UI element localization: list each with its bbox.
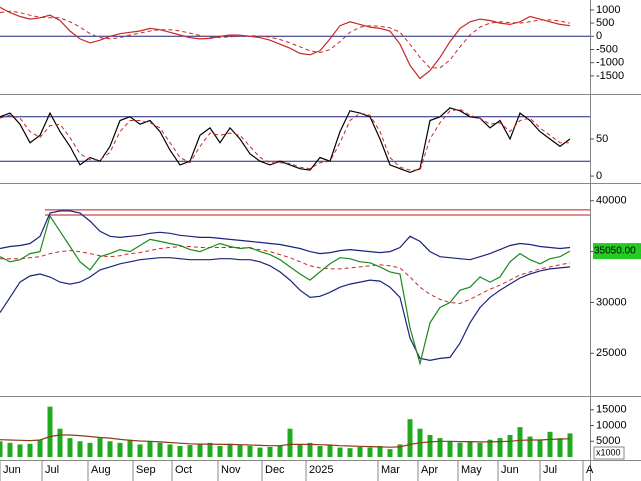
volume-bar bbox=[337, 447, 343, 457]
volume-bar bbox=[457, 442, 463, 457]
volume-bar bbox=[377, 445, 383, 457]
x-tick-label: Jul bbox=[543, 464, 557, 476]
volume-bar bbox=[287, 428, 293, 457]
volume-bar bbox=[467, 441, 473, 457]
series-line bbox=[0, 214, 571, 366]
volume-bar bbox=[27, 443, 33, 457]
y-tick-label: 500 bbox=[596, 17, 614, 29]
volume-bar bbox=[97, 438, 103, 457]
y-tick-label: -1000 bbox=[596, 57, 624, 69]
volume-bar bbox=[307, 442, 313, 457]
volume-bar bbox=[357, 446, 363, 457]
volume-bar bbox=[177, 445, 183, 457]
unit-box bbox=[593, 446, 625, 460]
volume-bar bbox=[7, 442, 13, 457]
volume-bar bbox=[517, 427, 523, 457]
volume-bar bbox=[167, 444, 173, 457]
y-tick-label: 30000 bbox=[596, 296, 627, 308]
x-tick-label: A bbox=[586, 464, 594, 476]
y-tick-label: 0 bbox=[596, 30, 602, 42]
price-tag-label: 35050.00 bbox=[594, 246, 636, 257]
y-tick-label: -500 bbox=[596, 43, 618, 55]
volume-bar bbox=[127, 439, 133, 457]
volume-bar bbox=[487, 439, 493, 457]
unit-label: x1000 bbox=[596, 447, 621, 457]
volume-bar bbox=[437, 438, 443, 457]
x-tick-label: Nov bbox=[221, 464, 241, 476]
volume-bar bbox=[427, 434, 433, 457]
volume-bar bbox=[527, 436, 533, 457]
volume-bar bbox=[107, 441, 113, 457]
series-line bbox=[0, 10, 571, 69]
volume-bar bbox=[327, 445, 333, 457]
volume-bar bbox=[217, 445, 223, 457]
volume-bar bbox=[77, 441, 83, 457]
x-tick-label: Jun bbox=[501, 464, 519, 476]
series-line bbox=[0, 210, 571, 261]
volume-bar bbox=[267, 446, 273, 457]
volume-bar bbox=[47, 406, 53, 457]
y-tick-label: 25000 bbox=[596, 347, 627, 359]
x-tick-label: Apr bbox=[421, 464, 438, 476]
volume-bar bbox=[237, 445, 243, 457]
volume-bar bbox=[507, 434, 513, 457]
y-tick-label: 5000 bbox=[596, 435, 620, 447]
volume-bar bbox=[347, 448, 353, 457]
y-tick-label: 0 bbox=[596, 170, 602, 182]
volume-bar bbox=[37, 439, 43, 457]
volume-bar bbox=[57, 428, 63, 457]
series-line bbox=[0, 6, 571, 80]
volume-bar bbox=[447, 441, 453, 457]
x-tick-label: May bbox=[461, 464, 482, 476]
x-tick-label: Jul bbox=[45, 464, 59, 476]
volume-bar bbox=[117, 442, 123, 457]
volume-bar bbox=[207, 442, 213, 457]
volume-bar bbox=[557, 438, 563, 457]
volume-bar bbox=[247, 445, 253, 457]
series-line bbox=[0, 108, 570, 171]
volume-bar bbox=[0, 441, 3, 457]
volume-bar bbox=[567, 433, 573, 457]
volume-bar bbox=[157, 442, 163, 457]
volume-bar bbox=[197, 444, 203, 457]
x-tick-label: Dec bbox=[265, 464, 285, 476]
y-tick-label: 40000 bbox=[596, 195, 627, 207]
series-line bbox=[0, 246, 571, 305]
volume-bar bbox=[497, 438, 503, 457]
volume-bar bbox=[17, 444, 23, 457]
volume-bar bbox=[147, 441, 153, 457]
volume-bar bbox=[257, 447, 263, 457]
y-tick-label: 15000 bbox=[596, 404, 627, 416]
volume-bar bbox=[277, 445, 283, 457]
volume-bar bbox=[297, 444, 303, 457]
x-tick-label: Oct bbox=[175, 464, 192, 476]
volume-bar bbox=[407, 419, 413, 457]
series-line bbox=[0, 257, 571, 362]
x-tick-label: Jun bbox=[3, 464, 21, 476]
y-tick-label: 10000 bbox=[596, 419, 627, 431]
volume-bar bbox=[477, 442, 483, 457]
volume-bar bbox=[367, 447, 373, 457]
x-tick-label: Mar bbox=[381, 464, 400, 476]
y-tick-label: 1000 bbox=[596, 4, 620, 16]
volume-bar bbox=[67, 438, 73, 457]
y-tick-label: -1500 bbox=[596, 70, 624, 82]
volume-bar bbox=[387, 449, 393, 457]
x-tick-label: Sep bbox=[136, 464, 156, 476]
x-tick-label: 2025 bbox=[309, 464, 333, 476]
y-tick-label: 50 bbox=[596, 133, 608, 145]
series-line bbox=[0, 434, 571, 448]
price-tag bbox=[593, 243, 641, 260]
volume-bar bbox=[187, 445, 193, 457]
volume-bar bbox=[87, 442, 93, 457]
volume-bar bbox=[537, 439, 543, 457]
volume-bar bbox=[137, 444, 143, 457]
x-tick-label: Aug bbox=[91, 464, 111, 476]
volume-bar bbox=[547, 431, 553, 457]
volume-bar bbox=[317, 445, 323, 457]
volume-bar bbox=[397, 444, 403, 457]
volume-bar bbox=[227, 443, 233, 457]
